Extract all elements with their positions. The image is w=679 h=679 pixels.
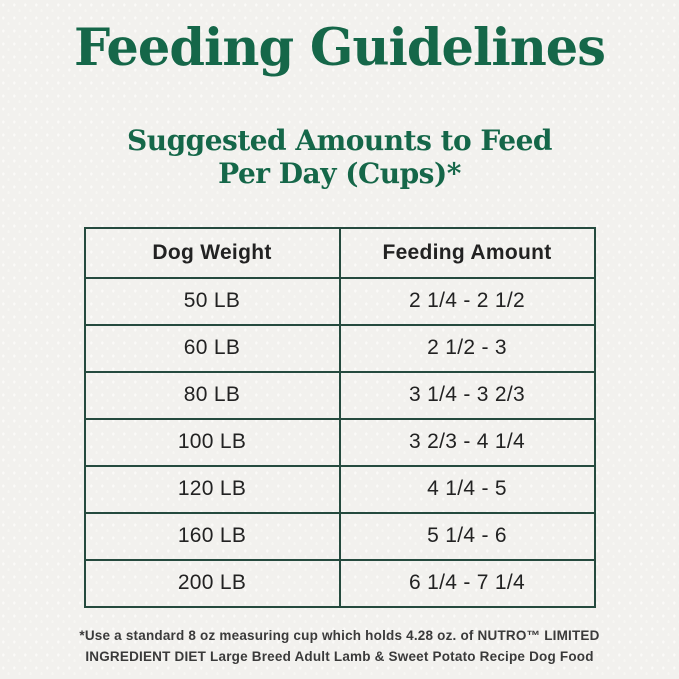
subtitle-line-1: Suggested Amounts to Feed: [127, 123, 553, 157]
table-row: 80 LB 3 1/4 - 3 2/3: [83, 370, 596, 420]
footnote-line-1: *Use a standard 8 oz measuring cup which…: [79, 627, 600, 643]
page-title: Feeding Guidelines: [74, 18, 606, 78]
feeding-amount-cell: 3 2/3 - 4 1/4: [338, 417, 596, 467]
feeding-amount-cell: 6 1/4 - 7 1/4: [338, 558, 596, 608]
table-row: 160 LB 5 1/4 - 6: [83, 511, 596, 561]
table-row: 50 LB 2 1/4 - 2 1/2: [83, 276, 596, 326]
footnote-line-2: INGREDIENT DIET Large Breed Adult Lamb &…: [85, 648, 594, 664]
dog-weight-cell: 120 LB: [83, 464, 341, 514]
feeding-amount-cell: 5 1/4 - 6: [338, 511, 596, 561]
table-row: 60 LB 2 1/2 - 3: [83, 323, 596, 373]
dog-weight-cell: 50 LB: [83, 276, 341, 326]
feeding-amount-cell: 3 1/4 - 3 2/3: [338, 370, 596, 420]
footnote: *Use a standard 8 oz measuring cup which…: [79, 626, 599, 668]
feeding-amount-header: Feeding Amount: [338, 226, 596, 279]
table-row: 200 LB 6 1/4 - 7 1/4: [83, 558, 596, 608]
table-body: 50 LB 2 1/4 - 2 1/2 60 LB 2 1/2 - 3 80 LB 3 1…: [83, 276, 596, 608]
feeding-amount-cell: 2 1/4 - 2 1/2: [338, 276, 596, 326]
page-subtitle: Suggested Amounts to Feed Per Day (Cups)…: [127, 123, 553, 191]
table-header: Dog Weight Feeding Amount: [83, 226, 596, 279]
dog-weight-cell: 100 LB: [83, 417, 341, 467]
subtitle-line-2: Per Day (Cups)*: [218, 157, 461, 191]
table-row: 100 LB 3 2/3 - 4 1/4: [83, 417, 596, 467]
table-row: 120 LB 4 1/4 - 5: [83, 464, 596, 514]
dog-weight-cell: 80 LB: [83, 370, 341, 420]
feeding-amount-cell: 2 1/2 - 3: [338, 323, 596, 373]
feeding-amount-cell: 4 1/4 - 5: [338, 464, 596, 514]
dog-weight-header: Dog Weight: [83, 226, 341, 279]
dog-weight-cell: 160 LB: [83, 511, 341, 561]
feeding-table: Dog Weight Feeding Amount 50 LB 2 1/4 - 2…: [83, 226, 596, 608]
table-header-row: Dog Weight Feeding Amount: [83, 226, 596, 279]
dog-weight-cell: 60 LB: [83, 323, 341, 373]
dog-weight-cell: 200 LB: [83, 558, 341, 608]
